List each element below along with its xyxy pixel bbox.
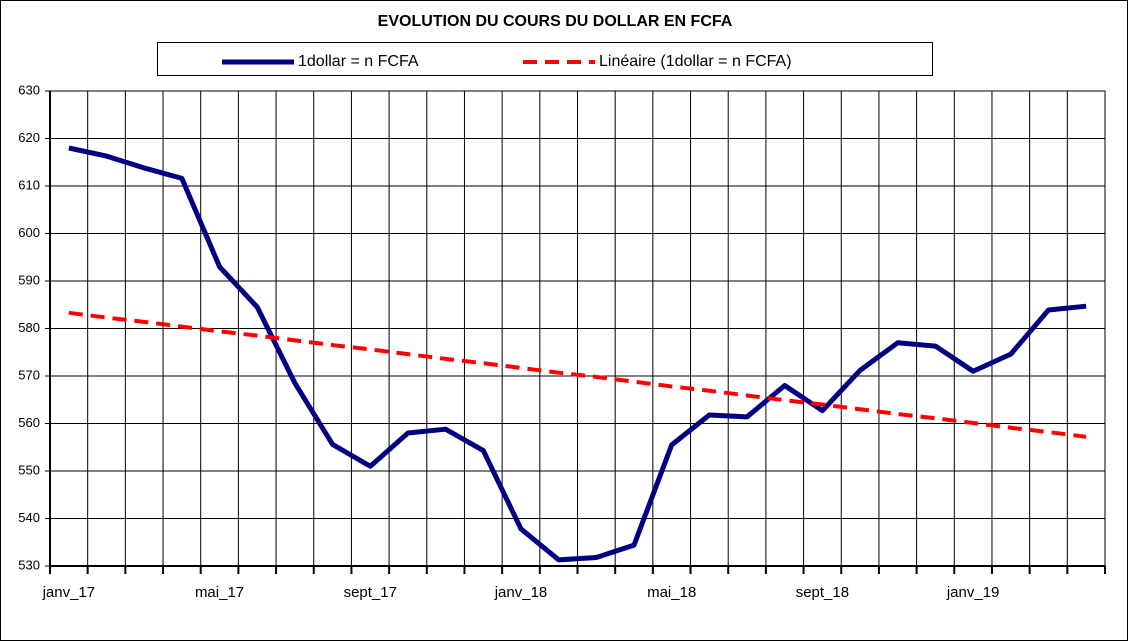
y-tick-label: 610 bbox=[18, 177, 40, 192]
y-tick-label: 590 bbox=[18, 272, 40, 287]
x-tick-label: janv_18 bbox=[494, 584, 548, 601]
y-tick-label: 530 bbox=[18, 557, 40, 572]
y-tick-label: 600 bbox=[18, 225, 40, 240]
x-tick-label: sept_18 bbox=[796, 584, 849, 601]
data-line bbox=[68, 145, 1087, 563]
y-tick-label: 580 bbox=[18, 320, 40, 335]
chart-title: EVOLUTION DU COURS DU DOLLAR EN FCFA bbox=[378, 13, 733, 30]
x-tick-label: mai_17 bbox=[195, 584, 244, 601]
x-tick-label: mai_18 bbox=[647, 584, 696, 601]
y-tick-label: 570 bbox=[18, 367, 40, 382]
y-tick-label: 560 bbox=[18, 415, 40, 430]
y-tick-label: 630 bbox=[18, 82, 40, 97]
x-tick-label: janv_19 bbox=[946, 584, 1000, 601]
y-tick-label: 550 bbox=[18, 462, 40, 477]
x-tick-label: janv_17 bbox=[42, 584, 96, 601]
legend-label: 1dollar = n FCFA bbox=[298, 53, 419, 70]
y-tick-label: 540 bbox=[18, 510, 40, 525]
trend-line bbox=[68, 310, 1087, 439]
x-tick-label: sept_17 bbox=[344, 584, 397, 601]
legend-box bbox=[157, 42, 933, 76]
y-tick-label: 620 bbox=[18, 130, 40, 145]
legend-label: Linéaire (1dollar = n FCFA) bbox=[599, 53, 792, 70]
